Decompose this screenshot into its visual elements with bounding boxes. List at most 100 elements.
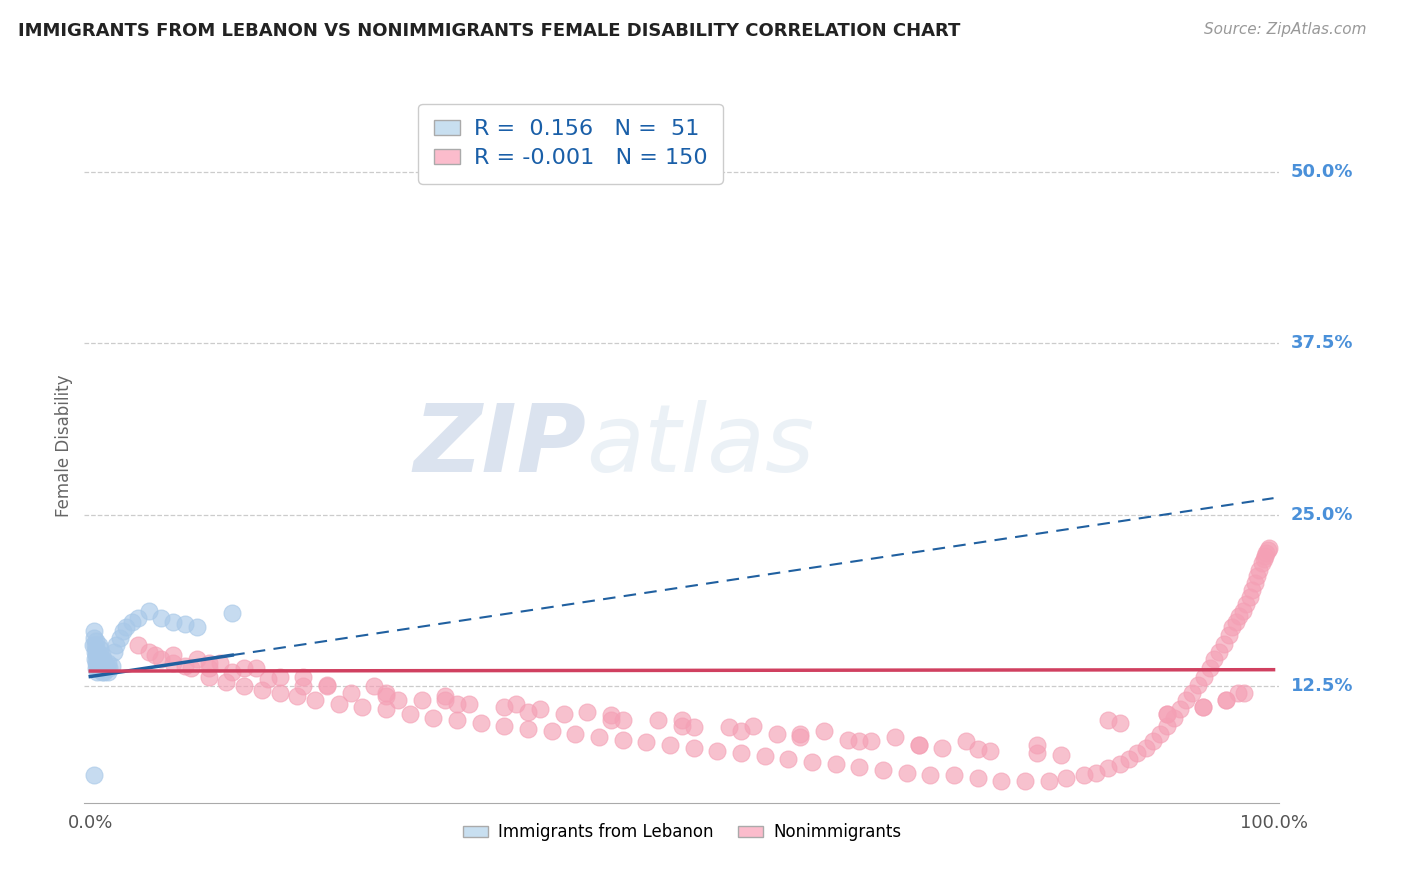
- Point: [1239, 590, 1261, 604]
- Point: [553, 706, 575, 721]
- Point: [1108, 757, 1130, 772]
- Point: [339, 686, 361, 700]
- Point: [197, 656, 219, 670]
- Point: [89, 658, 111, 673]
- Point: [93, 656, 115, 670]
- Point: [837, 732, 859, 747]
- Text: atlas: atlas: [586, 401, 814, 491]
- Point: [233, 661, 256, 675]
- Point: [1208, 645, 1230, 659]
- Point: [600, 714, 623, 728]
- Point: [84, 656, 107, 670]
- Point: [285, 689, 308, 703]
- Point: [883, 730, 905, 744]
- Point: [89, 651, 111, 665]
- Point: [352, 699, 374, 714]
- Point: [84, 648, 107, 662]
- Point: [162, 656, 184, 670]
- Point: [529, 702, 551, 716]
- Point: [458, 697, 481, 711]
- Point: [100, 658, 122, 673]
- Point: [1257, 541, 1279, 555]
- Point: [1156, 706, 1178, 721]
- Point: [411, 693, 433, 707]
- Point: [955, 734, 977, 748]
- Point: [517, 705, 540, 719]
- Point: [872, 763, 894, 777]
- Legend: Immigrants from Lebanon, Nonimmigrants: Immigrants from Lebanon, Nonimmigrants: [456, 817, 908, 848]
- Point: [87, 661, 110, 675]
- Point: [1215, 693, 1237, 707]
- Point: [150, 651, 173, 665]
- Point: [1250, 556, 1272, 570]
- Point: [647, 714, 669, 728]
- Point: [174, 617, 197, 632]
- Point: [682, 740, 704, 755]
- Point: [87, 638, 110, 652]
- Point: [103, 645, 125, 659]
- Point: [93, 665, 115, 680]
- Point: [1097, 762, 1119, 776]
- Point: [209, 656, 232, 670]
- Point: [186, 620, 208, 634]
- Point: [112, 624, 135, 639]
- Point: [730, 724, 752, 739]
- Point: [86, 651, 108, 665]
- Point: [1056, 771, 1078, 785]
- Point: [82, 638, 104, 652]
- Point: [398, 706, 420, 721]
- Point: [943, 768, 966, 782]
- Point: [83, 624, 105, 639]
- Point: [91, 665, 114, 680]
- Point: [162, 648, 184, 662]
- Point: [979, 744, 1001, 758]
- Point: [1232, 604, 1254, 618]
- Point: [778, 752, 800, 766]
- Point: [612, 732, 634, 747]
- Point: [824, 757, 846, 772]
- Point: [91, 648, 114, 662]
- Text: Source: ZipAtlas.com: Source: ZipAtlas.com: [1204, 22, 1367, 37]
- Point: [375, 702, 398, 716]
- Point: [505, 697, 527, 711]
- Point: [494, 719, 516, 733]
- Point: [91, 658, 114, 673]
- Point: [765, 727, 787, 741]
- Point: [1218, 628, 1240, 642]
- Point: [446, 697, 468, 711]
- Point: [1187, 678, 1209, 692]
- Point: [91, 661, 114, 675]
- Point: [105, 638, 128, 652]
- Point: [256, 673, 278, 687]
- Point: [86, 665, 108, 680]
- Point: [269, 686, 291, 700]
- Text: IMMIGRANTS FROM LEBANON VS NONIMMIGRANTS FEMALE DISABILITY CORRELATION CHART: IMMIGRANTS FROM LEBANON VS NONIMMIGRANTS…: [18, 22, 960, 40]
- Point: [180, 661, 202, 675]
- Point: [197, 661, 219, 675]
- Point: [138, 645, 160, 659]
- Point: [907, 738, 929, 752]
- Point: [1097, 714, 1119, 728]
- Point: [221, 665, 243, 680]
- Point: [84, 651, 107, 665]
- Point: [1191, 699, 1213, 714]
- Point: [269, 669, 291, 683]
- Point: [1227, 686, 1250, 700]
- Point: [754, 749, 776, 764]
- Point: [659, 738, 682, 752]
- Point: [1181, 686, 1204, 700]
- Point: [1049, 747, 1071, 762]
- Point: [517, 722, 540, 736]
- Point: [848, 760, 870, 774]
- Point: [907, 738, 929, 752]
- Point: [576, 705, 599, 719]
- Point: [1085, 765, 1108, 780]
- Point: [1253, 551, 1275, 566]
- Point: [375, 686, 398, 700]
- Text: 50.0%: 50.0%: [1291, 162, 1353, 180]
- Point: [1126, 747, 1149, 761]
- Point: [94, 658, 117, 673]
- Point: [494, 699, 516, 714]
- Point: [1256, 546, 1278, 560]
- Point: [91, 651, 114, 665]
